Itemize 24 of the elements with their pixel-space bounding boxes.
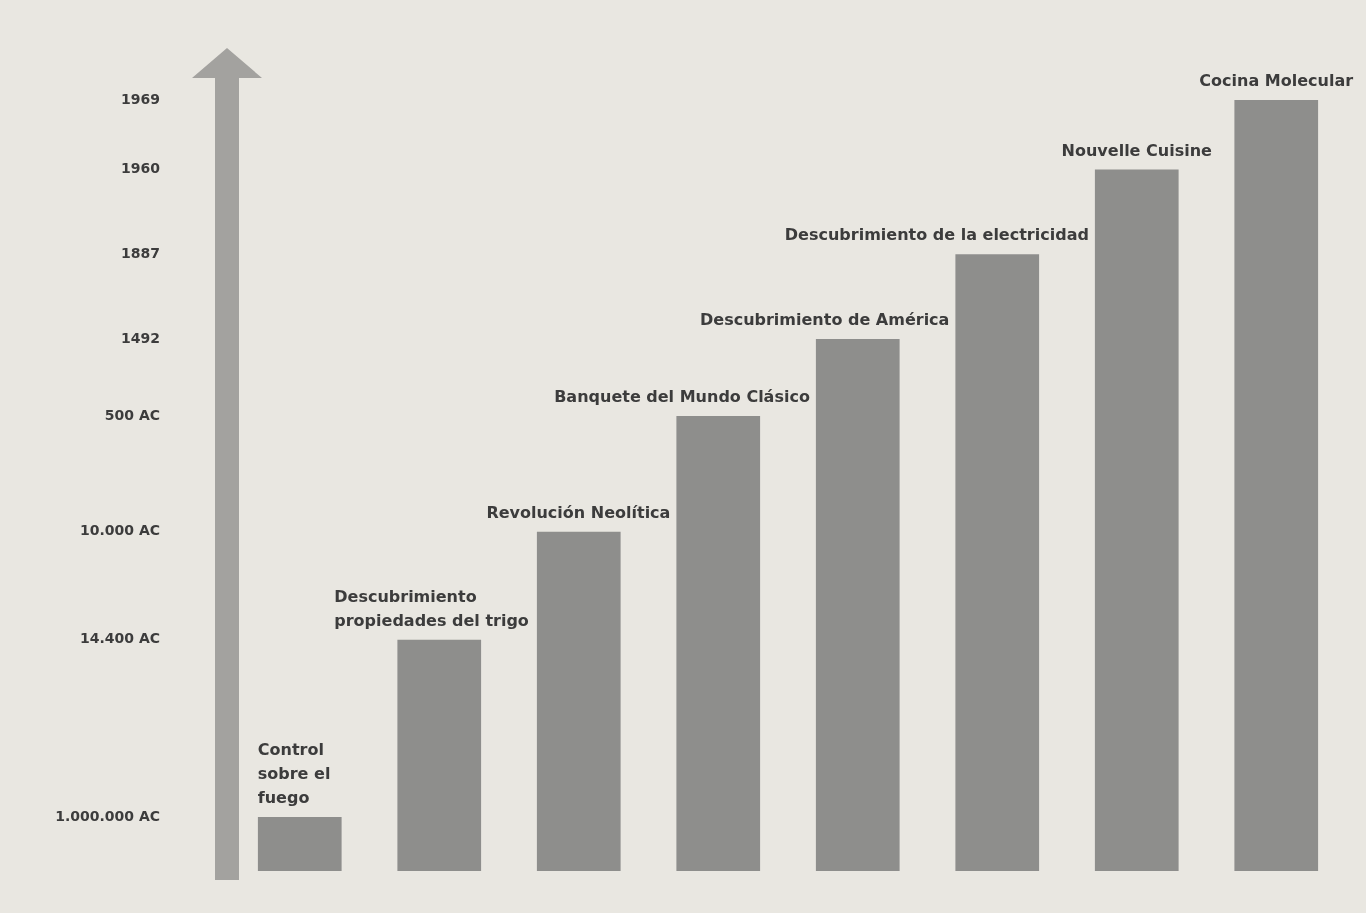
x-tick-label: Nouvelle Cuisine: [1061, 140, 1213, 160]
x-tick-label: Descubrimiento de América: [699, 310, 950, 330]
text: 1.000.000 AC: [55, 807, 160, 824]
x-tick-label: Control sobre el fuego: [257, 740, 331, 808]
x-tick-label: Revolución Neolítica: [486, 502, 671, 522]
x-tick-label: Banquete del Mundo Clásico: [554, 387, 810, 407]
bar: [536, 531, 621, 871]
bar: [676, 416, 761, 871]
bar: [257, 817, 342, 871]
text: 1969: [121, 90, 160, 107]
text: 500 AC: [104, 406, 160, 423]
x-tick-label: Cocina Molecular: [1199, 71, 1354, 91]
text: 1492: [121, 329, 160, 346]
bar: [955, 254, 1040, 871]
text: 1887: [121, 244, 160, 261]
text: 14.400 AC: [79, 630, 160, 647]
bar: [815, 339, 900, 871]
x-tick-label: Descubrimiento de la electricidad: [784, 225, 1089, 245]
bar: [1094, 169, 1179, 871]
text: 1960: [121, 160, 161, 177]
bar: [397, 639, 482, 871]
x-tick-label: Descubrimiento propiedades del trigo: [334, 586, 529, 630]
bar: [1234, 100, 1319, 871]
text: 10.000 AC: [79, 522, 160, 539]
